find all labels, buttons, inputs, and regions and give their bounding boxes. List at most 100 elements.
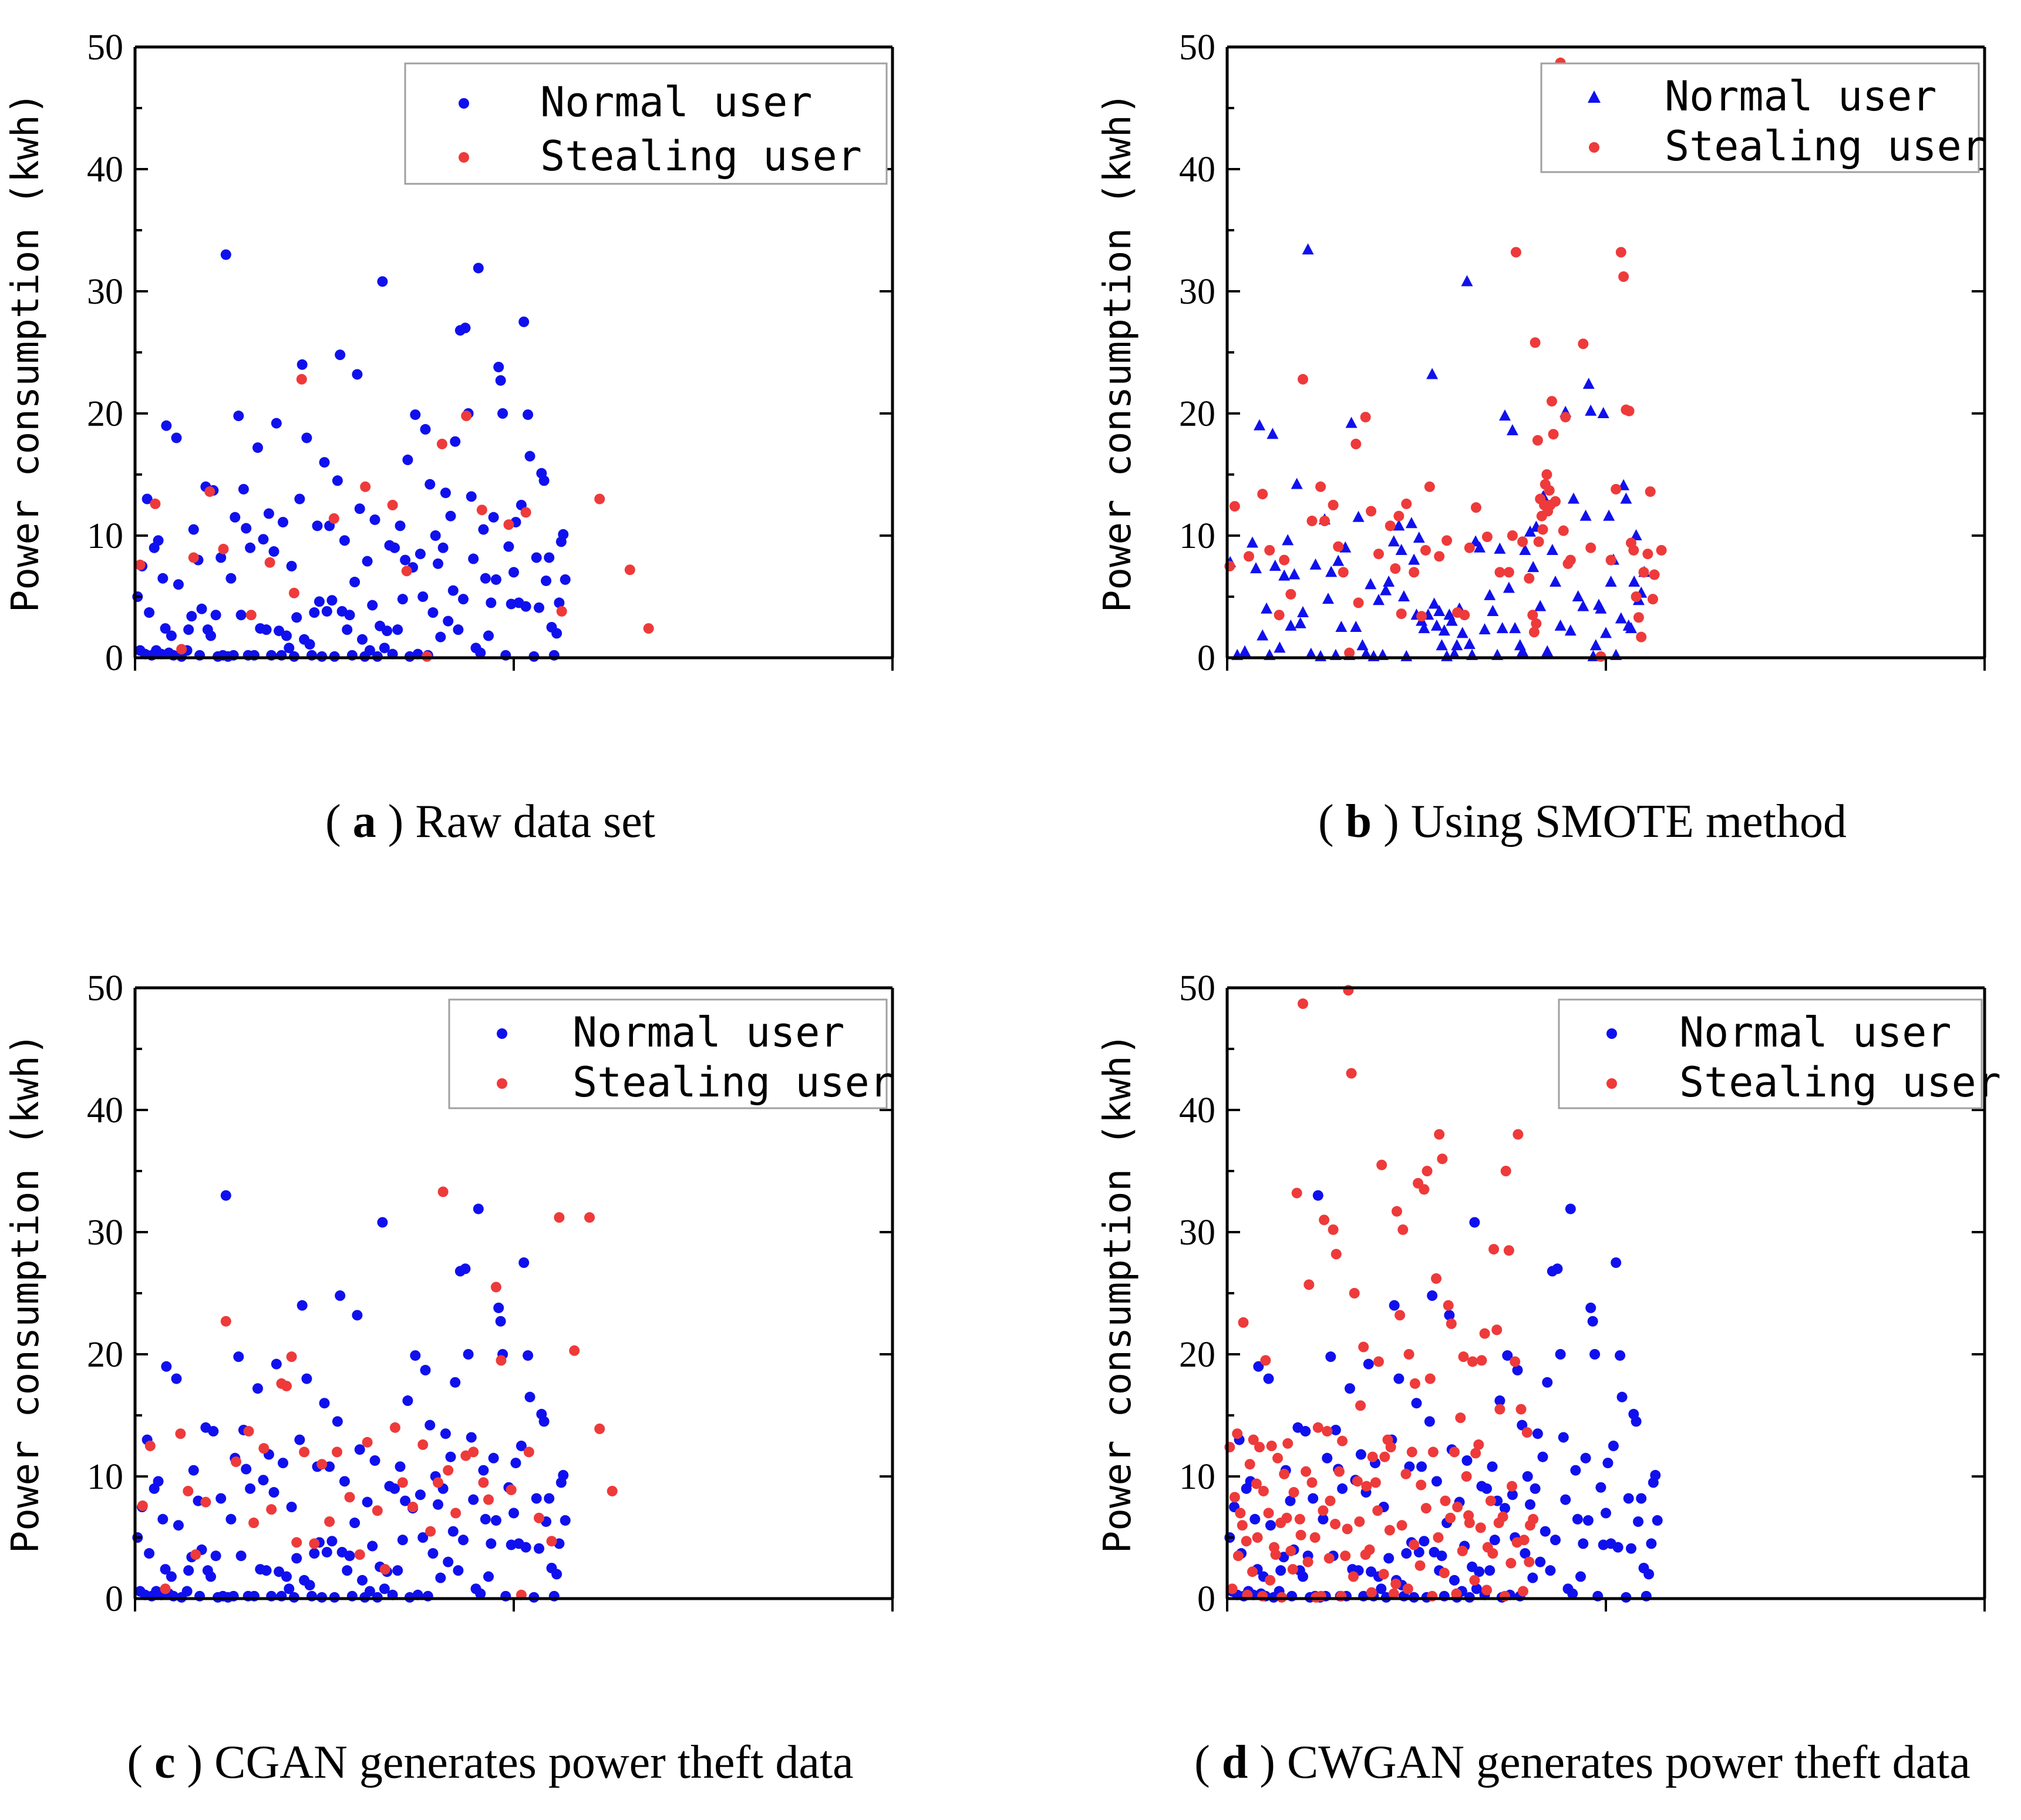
data-point — [435, 1572, 446, 1583]
data-point — [190, 1549, 201, 1560]
data-point — [518, 317, 530, 327]
data-point — [210, 610, 221, 621]
data-point — [1615, 247, 1626, 258]
data-points — [1224, 985, 1663, 1603]
data-point — [427, 1548, 439, 1559]
data-point — [392, 1565, 403, 1576]
data-point — [1552, 1263, 1563, 1274]
data-point — [1507, 1489, 1518, 1501]
data-point — [476, 504, 487, 516]
data-point — [352, 1310, 363, 1321]
data-point — [166, 630, 177, 641]
caption-open-paren: ( — [127, 1737, 154, 1788]
data-point — [1578, 1538, 1589, 1549]
data-point — [1494, 1404, 1505, 1415]
data-point — [1395, 1310, 1406, 1321]
data-point — [1390, 563, 1401, 574]
data-point — [332, 1446, 342, 1458]
data-point — [1650, 1469, 1661, 1481]
data-point — [1363, 1358, 1374, 1370]
data-point — [1597, 407, 1609, 418]
data-point — [1481, 1584, 1493, 1596]
data-point — [443, 615, 454, 627]
data-point — [1491, 1324, 1503, 1335]
data-point — [142, 493, 153, 504]
data-point — [1249, 1513, 1261, 1525]
data-point — [1625, 622, 1637, 634]
data-point — [1537, 1451, 1548, 1462]
data-point — [488, 512, 499, 523]
data-point — [1484, 1565, 1495, 1576]
data-point — [1348, 1571, 1359, 1582]
data-point — [1427, 1446, 1439, 1458]
data-point — [1585, 1302, 1596, 1313]
data-point — [1384, 1525, 1395, 1536]
data-point — [1278, 569, 1291, 581]
data-point — [1470, 502, 1481, 513]
data-point — [314, 596, 325, 607]
data-point — [1537, 524, 1548, 535]
data-point — [286, 1351, 297, 1363]
data-point — [1253, 1361, 1264, 1372]
data-point — [1464, 542, 1475, 553]
data-point — [1331, 1249, 1342, 1260]
data-point — [225, 1513, 237, 1525]
data-point — [1474, 1566, 1485, 1577]
data-point — [261, 1565, 272, 1576]
data-point — [1489, 1535, 1500, 1546]
data-point — [1494, 542, 1506, 554]
data-point — [1416, 1479, 1427, 1491]
data-point — [1521, 1427, 1532, 1438]
data-point — [1455, 1412, 1466, 1424]
data-point — [458, 594, 469, 605]
data-point — [1325, 566, 1338, 577]
data-point — [243, 1426, 254, 1437]
data-point — [277, 1458, 288, 1469]
data-point — [1550, 576, 1561, 587]
data-point — [1373, 1356, 1384, 1367]
data-point — [321, 1546, 332, 1557]
data-point — [1517, 645, 1529, 657]
data-points — [1224, 58, 1667, 662]
data-point — [1451, 639, 1463, 651]
data-point — [436, 439, 447, 449]
data-point — [225, 573, 237, 584]
data-point — [1319, 516, 1330, 527]
data-point — [1476, 1355, 1487, 1366]
data-point — [1285, 588, 1296, 600]
data-point — [1436, 639, 1448, 651]
data-point — [321, 605, 332, 617]
data-point — [1517, 536, 1528, 547]
data-point — [1390, 1579, 1402, 1590]
data-point — [1511, 1537, 1523, 1548]
y-tick-label: 30 — [87, 1213, 123, 1253]
data-point — [206, 1571, 216, 1582]
data-point — [453, 1565, 464, 1576]
data-point — [1229, 1492, 1240, 1503]
legend-box — [404, 62, 888, 185]
data-point — [1642, 549, 1653, 560]
data-point — [1232, 1550, 1244, 1562]
data-point — [1524, 573, 1535, 584]
data-point — [1319, 1215, 1330, 1226]
data-point — [268, 546, 279, 557]
data-point — [1507, 1481, 1518, 1492]
data-point — [1461, 1455, 1473, 1466]
data-point — [173, 1520, 184, 1531]
data-point — [402, 1395, 413, 1407]
data-point — [1488, 1244, 1500, 1255]
data-point — [1572, 590, 1584, 601]
data-point — [1373, 594, 1385, 605]
data-point — [235, 610, 247, 621]
data-point — [288, 587, 299, 598]
caption-letter: c — [154, 1737, 176, 1788]
data-point — [1360, 412, 1371, 423]
data-point — [1264, 544, 1275, 556]
data-point — [1643, 1569, 1655, 1580]
data-point — [520, 507, 531, 518]
data-point — [450, 436, 461, 447]
data-point — [538, 475, 550, 486]
data-point — [523, 409, 534, 420]
data-point — [316, 1459, 328, 1470]
data-point — [309, 1548, 320, 1559]
